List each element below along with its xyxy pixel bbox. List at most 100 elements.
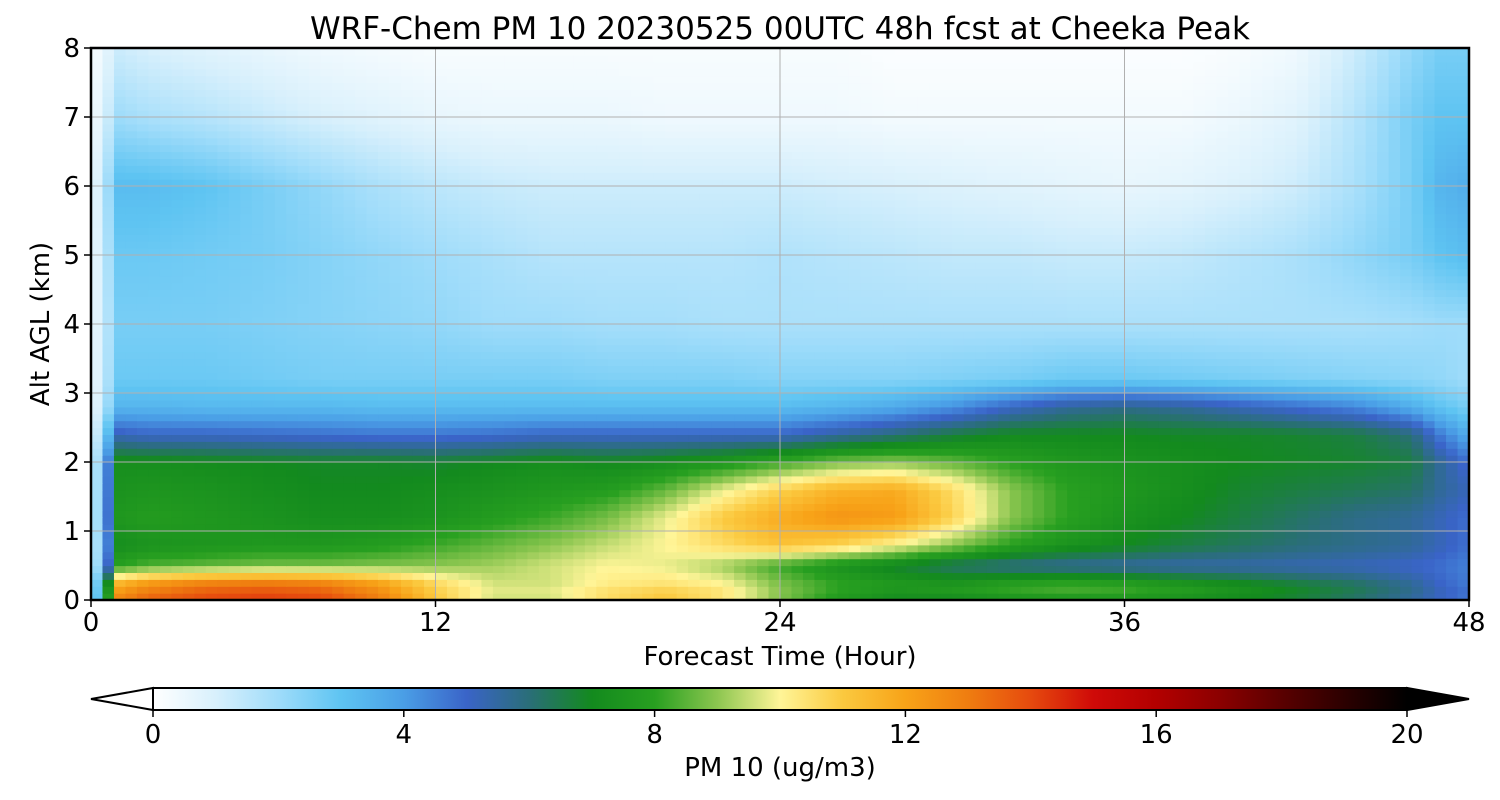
heatmap-cell bbox=[1239, 330, 1252, 339]
heatmap-cell bbox=[1308, 386, 1321, 394]
heatmap-cell bbox=[182, 531, 195, 539]
heatmap-cell bbox=[412, 558, 425, 567]
heatmap-cell bbox=[538, 399, 551, 408]
heatmap-cell bbox=[1044, 420, 1057, 429]
heatmap-cell bbox=[228, 406, 241, 415]
heatmap-cell bbox=[1067, 406, 1080, 415]
heatmap-cell bbox=[791, 427, 804, 435]
heatmap-cell bbox=[251, 448, 264, 456]
heatmap-cell bbox=[1113, 406, 1126, 415]
heatmap-cell bbox=[1227, 455, 1240, 463]
heatmap-cell bbox=[504, 544, 517, 553]
heatmap-cell bbox=[619, 317, 632, 325]
heatmap-cell bbox=[251, 586, 264, 594]
heatmap-cell bbox=[1032, 537, 1045, 546]
heatmap-cell bbox=[986, 593, 999, 600]
heatmap-cell bbox=[814, 455, 827, 463]
heatmap-cell bbox=[1113, 531, 1126, 539]
heatmap-cell bbox=[757, 365, 770, 373]
heatmap-cell bbox=[940, 482, 953, 491]
heatmap-cell bbox=[1262, 324, 1275, 332]
heatmap-cell bbox=[1078, 462, 1091, 470]
heatmap-cell bbox=[722, 310, 735, 318]
heatmap-cell bbox=[1342, 579, 1355, 587]
heatmap-cell bbox=[240, 441, 253, 449]
heatmap-cell bbox=[1170, 462, 1183, 470]
heatmap-cell bbox=[688, 496, 701, 504]
heatmap-cell bbox=[1101, 365, 1114, 373]
heatmap-cell bbox=[1101, 551, 1114, 560]
heatmap-cell bbox=[309, 551, 322, 560]
heatmap-cell bbox=[228, 531, 241, 539]
heatmap-cell bbox=[814, 379, 827, 387]
heatmap-cell bbox=[1423, 379, 1436, 387]
heatmap-cell bbox=[561, 310, 574, 318]
heatmap-cell bbox=[1067, 579, 1080, 587]
heatmap-cell bbox=[1273, 462, 1286, 470]
heatmap-cell bbox=[435, 317, 448, 325]
heatmap-cell bbox=[228, 517, 241, 525]
heatmap-cell bbox=[481, 489, 494, 498]
heatmap-cell bbox=[1457, 372, 1469, 380]
heatmap-cell bbox=[630, 468, 643, 477]
heatmap-cell bbox=[1250, 475, 1263, 484]
heatmap-cell bbox=[1319, 531, 1332, 539]
heatmap-cell bbox=[91, 393, 104, 401]
heatmap-cell bbox=[596, 448, 609, 456]
heatmap-cell bbox=[343, 372, 356, 380]
heatmap-cell bbox=[1400, 393, 1413, 401]
heatmap-cell bbox=[998, 572, 1011, 580]
heatmap-cell bbox=[1377, 337, 1390, 346]
heatmap-cell bbox=[1009, 337, 1022, 346]
heatmap-cell bbox=[1227, 544, 1240, 553]
heatmap-cell bbox=[1319, 551, 1332, 560]
heatmap-cell bbox=[688, 475, 701, 484]
heatmap-cell bbox=[665, 524, 678, 532]
heatmap-cell bbox=[917, 317, 930, 325]
heatmap-cell bbox=[1158, 337, 1172, 346]
heatmap-cell bbox=[1078, 468, 1091, 477]
heatmap-cell bbox=[768, 441, 781, 449]
heatmap-cell bbox=[527, 462, 540, 470]
heatmap-cell bbox=[630, 475, 643, 484]
heatmap-cell bbox=[757, 434, 770, 442]
heatmap-cell bbox=[251, 413, 264, 422]
heatmap-cell bbox=[1078, 379, 1091, 387]
heatmap-cell bbox=[791, 468, 804, 477]
heatmap-cell bbox=[986, 524, 999, 532]
heatmap-cell bbox=[228, 434, 241, 442]
heatmap-cell bbox=[917, 310, 930, 318]
heatmap-cell bbox=[1090, 365, 1103, 373]
heatmap-cell bbox=[573, 468, 586, 477]
heatmap-cell bbox=[630, 413, 643, 422]
heatmap-cell bbox=[1388, 482, 1401, 491]
heatmap-cell bbox=[573, 565, 586, 573]
heatmap-cell bbox=[113, 517, 127, 525]
heatmap-cell bbox=[1181, 317, 1194, 325]
heatmap-cell bbox=[1135, 365, 1149, 373]
heatmap-cell bbox=[1400, 455, 1413, 463]
heatmap-cell bbox=[630, 441, 643, 449]
heatmap-cell bbox=[963, 517, 976, 525]
heatmap-cell bbox=[1365, 586, 1378, 594]
heatmap-cell bbox=[401, 324, 414, 332]
heatmap-cell bbox=[607, 324, 620, 332]
heatmap-cell bbox=[194, 337, 207, 346]
heatmap-cell bbox=[975, 324, 988, 332]
heatmap-cell bbox=[791, 524, 804, 532]
heatmap-cell bbox=[619, 420, 632, 429]
heatmap-cell bbox=[745, 413, 758, 422]
heatmap-cell bbox=[297, 565, 310, 573]
heatmap-cell bbox=[998, 593, 1011, 600]
heatmap-cell bbox=[894, 434, 907, 442]
heatmap-cell bbox=[1296, 344, 1309, 353]
heatmap-cell bbox=[332, 503, 345, 511]
heatmap-cell bbox=[1285, 351, 1298, 360]
heatmap-cell bbox=[263, 351, 276, 360]
heatmap-cell bbox=[894, 510, 907, 518]
heatmap-cell bbox=[389, 413, 402, 422]
heatmap-cell bbox=[1044, 337, 1057, 346]
heatmap-cell bbox=[768, 510, 781, 518]
heatmap-cell bbox=[1204, 551, 1217, 560]
heatmap-cell bbox=[584, 317, 597, 325]
